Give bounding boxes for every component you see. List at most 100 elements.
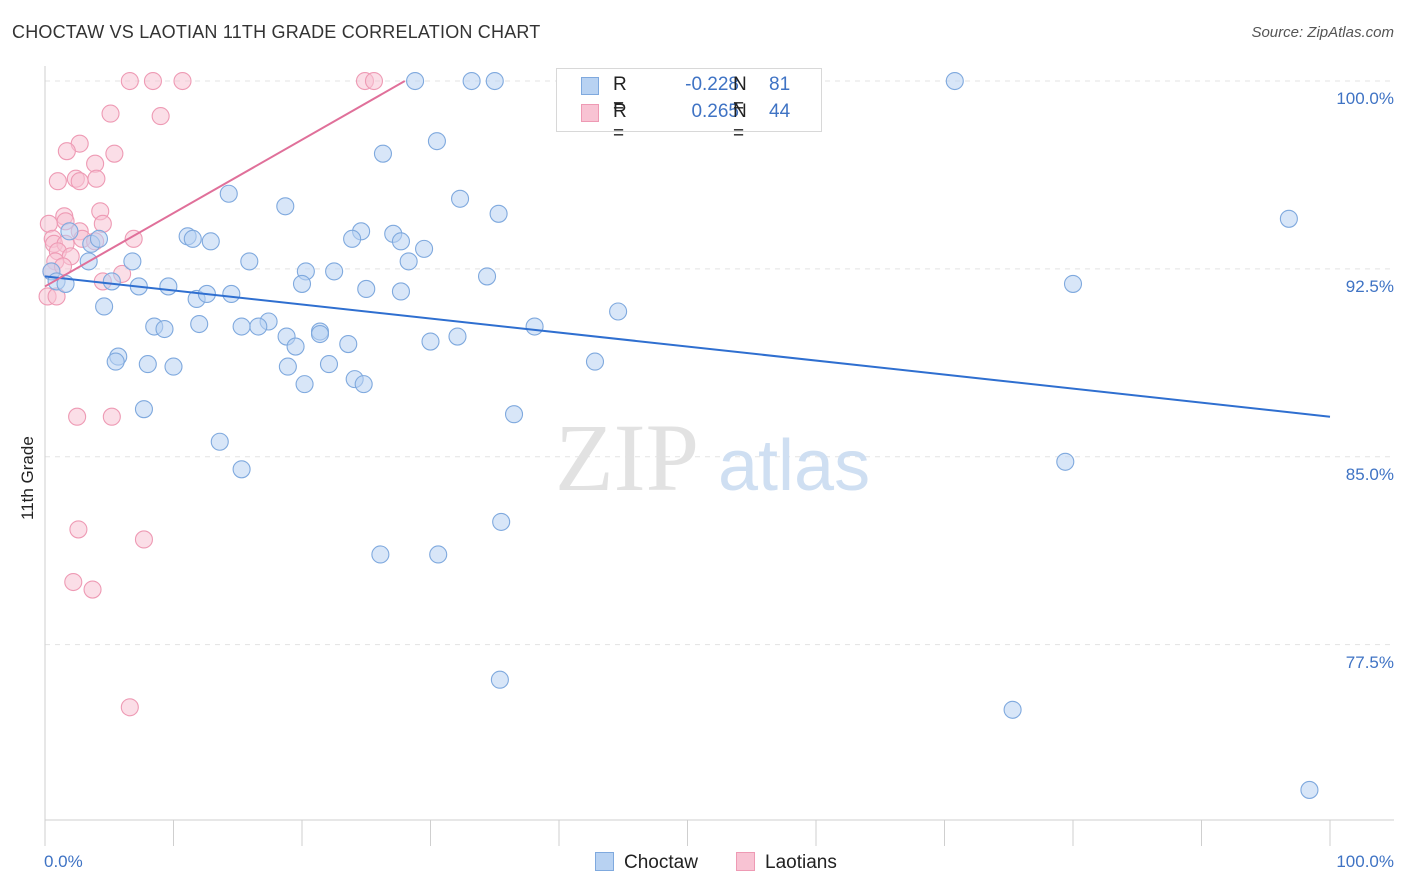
- choctaw-point: [585, 352, 605, 371]
- choctaw-point: [1003, 700, 1022, 719]
- x-tick-label: 0.0%: [44, 852, 83, 871]
- r-label: R =: [613, 101, 627, 144]
- choctaw-label: Choctaw: [624, 852, 698, 873]
- choctaw-point: [159, 277, 178, 296]
- choctaw-point: [134, 400, 153, 419]
- laotians-point: [364, 71, 384, 91]
- choctaw-point: [325, 262, 344, 281]
- laotians-point: [87, 169, 106, 188]
- choctaw-point: [286, 337, 305, 356]
- laotians-point: [102, 407, 121, 426]
- choctaw-point: [448, 327, 467, 346]
- choctaw-point: [292, 274, 312, 293]
- choctaw-point: [373, 144, 393, 163]
- laotians-point: [124, 229, 143, 248]
- laotians-swatch: [736, 852, 755, 871]
- choctaw-point: [391, 282, 410, 301]
- r-value: -0.228: [685, 74, 739, 95]
- y-tick-label: 77.5%: [1345, 652, 1394, 672]
- choctaw-point: [60, 222, 79, 241]
- choctaw-point: [477, 267, 497, 286]
- laotians-point: [70, 172, 89, 191]
- y-tick-label: 100.0%: [1336, 89, 1394, 109]
- choctaw-point: [371, 545, 390, 564]
- laotians-swatch: [581, 104, 599, 122]
- choctaw-point: [222, 284, 241, 304]
- laotians-point: [151, 107, 170, 126]
- choctaw-point: [190, 314, 209, 334]
- n-value: 44: [769, 101, 791, 122]
- choctaw-point: [319, 355, 339, 374]
- choctaw-point: [89, 229, 109, 248]
- axes: [44, 66, 1394, 846]
- bottom-legend-choctaw: Choctaw: [595, 852, 698, 874]
- choctaw-point: [123, 252, 142, 271]
- choctaw-point: [343, 229, 362, 248]
- choctaw-point: [485, 71, 504, 91]
- choctaw-point: [232, 460, 251, 479]
- choctaw-point: [945, 71, 964, 91]
- laotians-point: [93, 214, 112, 233]
- choctaw-point: [609, 302, 628, 321]
- chart-title: CHOCTAW VS LAOTIAN 11TH GRADE CORRELATIO…: [12, 22, 541, 42]
- x-tick-label: 100.0%: [1336, 852, 1394, 871]
- choctaw-point: [427, 132, 446, 151]
- bottom-legend-laotians: Laotians: [736, 852, 837, 874]
- choctaw-point: [391, 232, 410, 251]
- choctaw-point: [155, 319, 174, 339]
- choctaw-point: [489, 204, 508, 223]
- laotians-point: [57, 142, 76, 161]
- choctaw-point: [106, 352, 125, 371]
- laotians-point: [64, 572, 83, 592]
- choctaw-point: [399, 252, 418, 271]
- watermark-atlas: atlas: [718, 426, 870, 506]
- source-label: Source: ZipAtlas.com: [1251, 24, 1394, 41]
- laotians-point: [69, 520, 88, 539]
- choctaw-point: [415, 239, 434, 258]
- n-value: 81: [769, 74, 791, 95]
- laotians-point: [173, 71, 192, 91]
- laotians-point: [48, 172, 67, 191]
- stats-legend: R = -0.228 N = 81 R = 0.265 N = 44: [556, 68, 822, 144]
- choctaw-point: [278, 357, 297, 376]
- choctaw-point: [232, 317, 251, 336]
- choctaw-point: [1063, 274, 1083, 293]
- laotians-point: [120, 698, 139, 717]
- laotians-point: [134, 530, 153, 549]
- choctaw-point: [357, 279, 376, 298]
- y-tick-label: 85.0%: [1345, 464, 1394, 484]
- choctaw-point: [95, 297, 114, 316]
- grid-lines: [45, 80, 1394, 646]
- choctaw-point: [164, 357, 183, 376]
- laotians-point: [105, 144, 124, 163]
- laotians-label: Laotians: [765, 852, 837, 873]
- choctaw-point: [310, 324, 330, 344]
- choctaw-point: [421, 332, 440, 351]
- choctaw-point: [504, 405, 524, 424]
- choctaw-point: [1279, 209, 1298, 228]
- n-label: N =: [733, 101, 747, 144]
- choctaw-point: [1300, 780, 1319, 799]
- choctaw-point: [451, 189, 470, 208]
- choctaw-point: [210, 432, 229, 451]
- laotians-point: [143, 71, 162, 91]
- r-label: R =: [613, 74, 627, 117]
- laotians-point: [68, 407, 87, 426]
- choctaw-point: [339, 335, 358, 354]
- choctaw-point: [295, 375, 314, 394]
- y-tick-label: 92.5%: [1345, 276, 1394, 296]
- choctaw-point: [429, 545, 448, 564]
- choctaw-point: [138, 355, 157, 374]
- choctaw-point: [1056, 452, 1075, 471]
- laotians-point: [120, 71, 139, 91]
- choctaw-point: [490, 670, 509, 689]
- choctaw-point: [492, 512, 511, 531]
- laotians-trend-line: [44, 80, 406, 288]
- data-points: [38, 71, 1319, 799]
- choctaw-swatch: [595, 852, 614, 871]
- laotians-point: [83, 580, 102, 599]
- choctaw-point: [462, 71, 481, 91]
- choctaw-point: [240, 252, 259, 271]
- choctaw-point: [201, 232, 220, 251]
